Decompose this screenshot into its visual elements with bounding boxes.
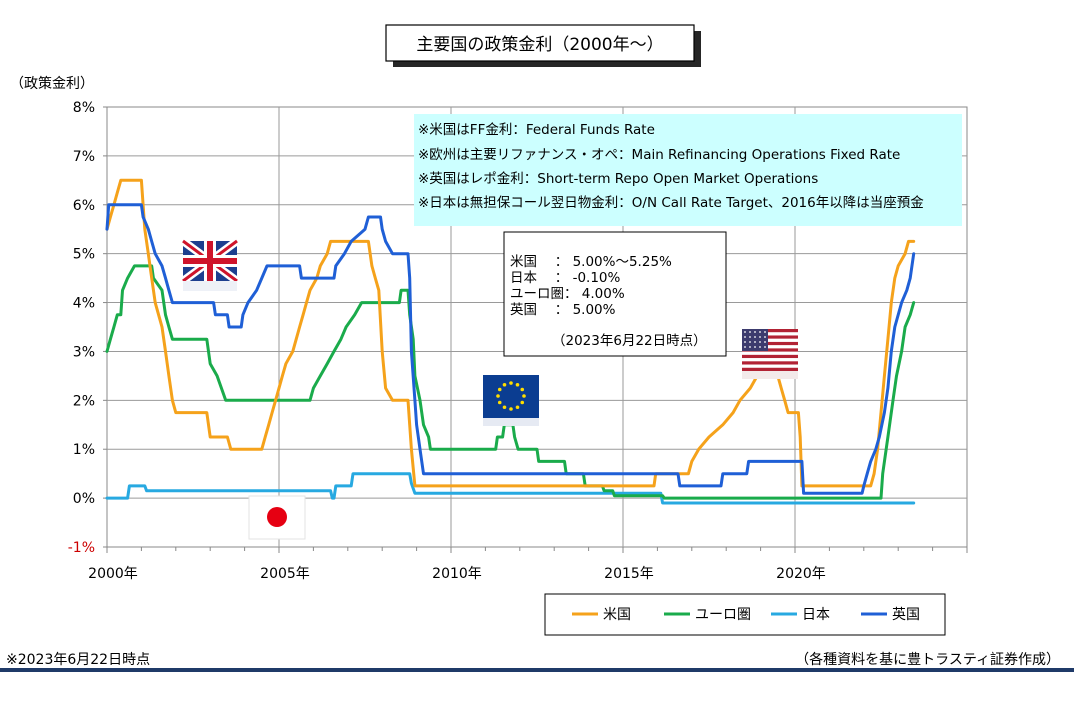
series-line-jp (105, 472, 916, 505)
series-lines (105, 178, 916, 505)
legend: 米国 ユーロ圏 日本 英国 (544, 593, 946, 636)
y-tick-label: 8% (73, 100, 95, 116)
y-axis-unit-label: （政策金利） (10, 75, 94, 92)
eu-flag-icon (483, 375, 539, 426)
y-tick-label: 7% (73, 149, 95, 165)
y-tick-label: 2% (73, 393, 95, 409)
series-line-uk (105, 203, 916, 495)
y-tick-label: 6% (73, 198, 95, 214)
x-tick-label: 2005年 (260, 566, 310, 582)
chart-title-box: 主要国の政策金利（2000年～） (385, 24, 701, 67)
x-tick-label: 2015年 (604, 566, 654, 582)
y-tick-label: 3% (73, 344, 95, 360)
y-tick-label: 1% (73, 442, 95, 458)
y-tick-label: -1% (68, 540, 95, 556)
notes-background (414, 114, 962, 226)
uk-flag-icon (180, 237, 240, 291)
note-us: ※米国はFF金利：Federal Funds Rate (418, 122, 655, 138)
series-line-eu (105, 264, 916, 500)
footer-source-note: （各種資料を基に豊トラスティ証券作成） (795, 651, 1060, 668)
y-tick-label: 4% (73, 296, 95, 312)
note-jp: ※日本は無担保コール翌日物金利：O/N Call Rate Target、201… (418, 195, 924, 211)
footer-rule (0, 668, 1074, 672)
x-tick-label: 2010年 (432, 566, 482, 582)
current-rate-uk: 英国 ： 5.00% (510, 301, 616, 318)
legend-label-us: 米国 (603, 607, 631, 623)
y-tick-label: 0% (73, 491, 95, 507)
current-rate-box: 米国 ： 5.00%～5.25% 日本 ： -0.10% ユーロ圏： 4.00%… (503, 231, 727, 357)
x-axis-ticks: 2000年 2005年 2010年 2015年 2020年 (88, 547, 968, 582)
series-line-us (105, 178, 916, 488)
chart-title: 主要国の政策金利（2000年～） (416, 35, 663, 55)
legend-label-eu: ユーロ圏 (695, 607, 751, 623)
current-rate-eu: ユーロ圏： 4.00% (510, 286, 625, 302)
footer-as-of-date: ※2023年6月22日時点 (6, 652, 150, 668)
us-flag-icon (742, 329, 798, 379)
y-axis-ticks: 8% 7% 6% 5% 4% 3% 2% 1% 0% -1% (68, 100, 107, 556)
legend-label-uk: 英国 (892, 606, 920, 623)
current-rate-jp: 日本 ： -0.10% (510, 270, 621, 286)
current-rate-box-frame (503, 231, 727, 357)
notes-box: ※米国はFF金利：Federal Funds Rate ※欧州は主要リファナンス… (414, 114, 962, 226)
current-rate-us: 米国 ： 5.00%～5.25% (510, 254, 672, 270)
note-eu: ※欧州は主要リファナンス・オペ：Main Refinancing Operati… (418, 147, 900, 163)
x-tick-label: 2000年 (88, 566, 138, 582)
current-rate-date: （2023年6月22日時点） (552, 333, 707, 349)
x-tick-label: 2020年 (776, 566, 826, 582)
y-tick-label: 5% (73, 247, 95, 263)
legend-label-jp: 日本 (802, 607, 830, 623)
japan-flag-icon (248, 495, 306, 540)
note-uk: ※英国はレポ金利：Short-term Repo Open Market Ope… (418, 170, 818, 187)
